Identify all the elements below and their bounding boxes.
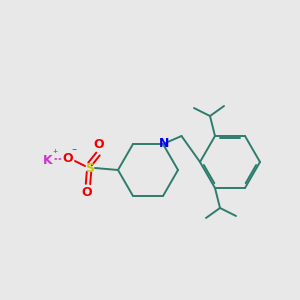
Text: ⁻: ⁻ [71, 147, 76, 157]
Text: K: K [43, 154, 53, 166]
Text: O: O [63, 152, 73, 164]
Text: O: O [82, 187, 92, 200]
Text: O: O [94, 139, 104, 152]
Text: N: N [159, 136, 169, 149]
Text: S: S [85, 161, 94, 175]
Text: ⁺: ⁺ [52, 149, 58, 159]
